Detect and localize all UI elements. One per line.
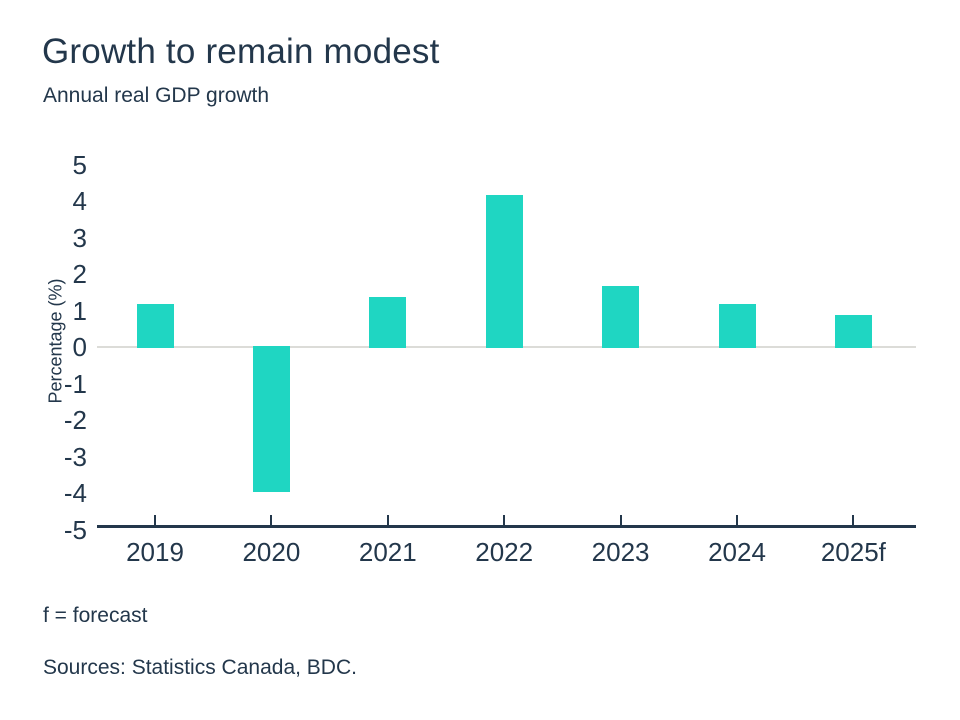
bar-2023 [602, 285, 640, 348]
x-tick-2022 [503, 515, 506, 525]
y-axis-label--3: -3 [63, 441, 87, 472]
x-tick-2024 [736, 515, 738, 525]
x-tick-2021 [386, 515, 389, 525]
bar-2020 [252, 346, 290, 492]
y-axis-label--2: -2 [63, 405, 87, 435]
bar-2025f [834, 315, 872, 348]
x-axis-label-2025f: 2025f [820, 537, 886, 567]
y-axis-label-1: 1 [72, 295, 87, 326]
y-axis-label-0: 0 [72, 332, 87, 362]
y-axis-label-5: 5 [72, 149, 87, 180]
sources-line: Sources: Statistics Canada, BDC. [43, 656, 357, 679]
y-axis-label-4: 4 [72, 186, 87, 216]
x-axis-label-2023: 2023 [591, 537, 650, 567]
x-axis-label-2020: 2020 [242, 537, 301, 567]
x-axis-line [97, 525, 916, 528]
y-axis-label-2: 2 [72, 259, 87, 289]
bar-2021 [369, 296, 407, 348]
x-tick-2025f [852, 515, 855, 525]
x-tick-2020 [270, 515, 273, 525]
y-axis-label--4: -4 [63, 478, 87, 508]
chart-subtitle: Annual real GDP growth [43, 84, 270, 107]
x-axis-label-2022: 2022 [475, 537, 534, 567]
y-axis-label--5: -5 [63, 514, 87, 545]
bar-2022 [485, 194, 523, 348]
x-axis-label-2019: 2019 [126, 537, 184, 567]
bar-2024 [718, 304, 756, 348]
plot-area [97, 160, 916, 528]
x-tick-2023 [619, 515, 622, 525]
forecast-footnote: f = forecast [43, 604, 148, 627]
chart-title: Growth to remain modest [42, 32, 440, 71]
bar-2019 [136, 304, 174, 348]
x-axis-label-2021: 2021 [358, 537, 417, 567]
y-axis-label--1: -1 [63, 368, 87, 399]
y-axis-label-3: 3 [72, 222, 87, 253]
x-axis-label-2024: 2024 [708, 537, 766, 567]
x-tick-2019 [154, 515, 156, 525]
